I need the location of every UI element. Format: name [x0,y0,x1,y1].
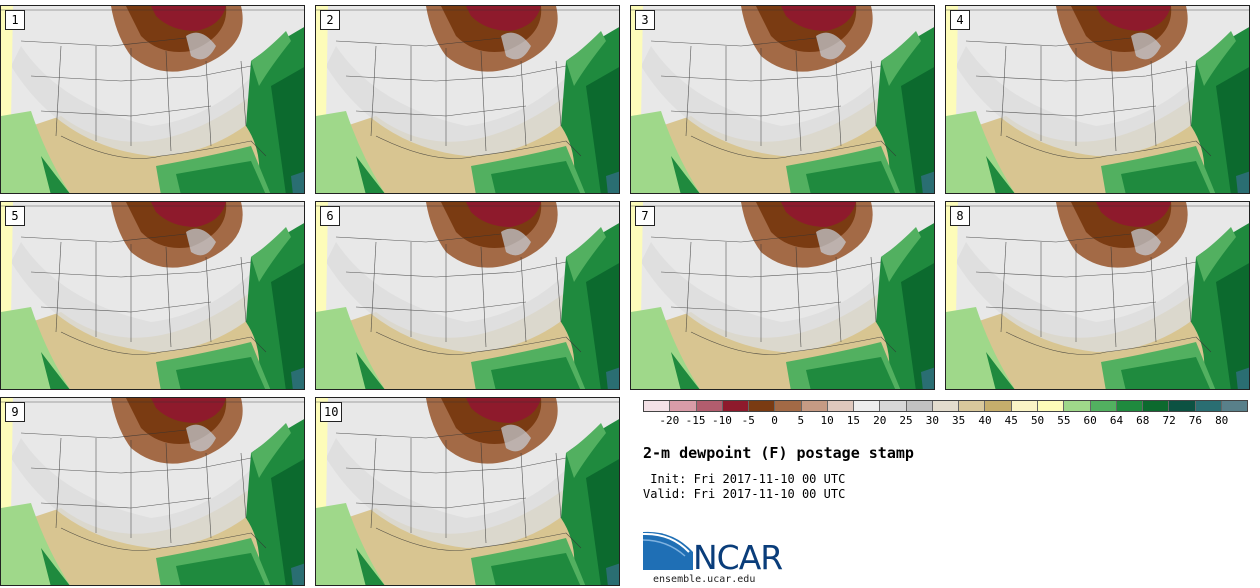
map-panel: 6 [315,201,620,390]
colorbar-swatch [985,401,1012,411]
map-panel: 10 [315,397,620,586]
colorbar-tick-label: 15 [846,414,861,427]
valid-time: Valid: Fri 2017-11-10 00 UTC [643,487,846,501]
colorbar-tick-label: 80 [1215,414,1229,427]
panel-number: 5 [5,206,25,226]
panel-number: 9 [5,402,25,422]
colorbar-tick-label: 55 [1057,414,1071,427]
colorbar-tick-label: 64 [1109,414,1124,427]
ncar-logo-icon [643,531,693,570]
colorbar-swatch [932,401,960,411]
colorbar-tick-label: 5 [797,414,805,427]
colorbar-swatch [880,401,907,411]
colorbar-tick-label: 25 [899,414,913,427]
map-panel: 8 [945,201,1250,390]
colorbar-swatch [1090,401,1117,411]
colorbar-swatch [722,401,750,411]
colorbar-swatch [959,401,986,411]
colorbar-labels: -20 -15 -10 -5 0 5 10 15 20 25 30 35 40 45 50 55 60 64 68 7… [643,414,1248,430]
colorbar-tick-label: 50 [1030,414,1045,427]
colorbar-swatch [827,401,855,411]
logo-wordmark: NCAR [693,538,783,577]
panel-number: 4 [950,10,970,30]
colorbar [643,400,1248,412]
colorbar-swatch [749,401,776,411]
map-panel: 7 [630,201,935,390]
map-panel: 2 [315,5,620,194]
colorbar-swatch [1169,401,1196,411]
colorbar-tick-label: 45 [1004,414,1018,427]
panel-number: 8 [950,206,970,226]
colorbar-tick-label: -20 [659,414,680,427]
panel-number: 1 [5,10,25,30]
colorbar-swatch [696,401,723,411]
panel-number: 7 [635,206,655,226]
colorbar-tick-label: 0 [771,414,778,427]
colorbar-swatch [670,401,697,411]
panel-number: 3 [635,10,655,30]
colorbar-tick-label: 30 [925,414,939,427]
figure-title: 2-m dewpoint (F) postage stamp [643,444,914,462]
colorbar-swatch [1143,401,1170,411]
colorbar-swatch [1116,401,1144,411]
colorbar-swatch [1037,401,1065,411]
colorbar-swatch [644,401,671,411]
colorbar-tick-label: -10 [711,414,732,427]
init-time: Init: Fri 2017-11-10 00 UTC [643,472,846,486]
colorbar-tick-label: 10 [820,414,834,427]
colorbar-swatch [1064,401,1091,411]
colorbar-swatch [1195,401,1222,411]
colorbar-tick-label: 20 [873,414,887,427]
map-panel: 1 [0,5,305,194]
colorbar-swatch [906,401,933,411]
map-panel: 3 [630,5,935,194]
colorbar-swatch [1011,401,1038,411]
logo-url[interactable]: ensemble.ucar.edu [653,574,756,585]
panel-number: 10 [320,402,343,422]
colorbar-tick-label: -15 [685,414,706,427]
colorbar-swatch [854,401,881,411]
colorbar-swatch [1221,401,1248,411]
map-panel: 9 [0,397,305,586]
colorbar-tick-label: 35 [952,414,966,427]
colorbar-tick-label: 68 [1136,414,1150,427]
map-panel: 5 [0,201,305,390]
panel-number: 6 [320,206,340,226]
colorbar-tick-label: 60 [1083,414,1097,427]
colorbar-tick-label: 40 [978,414,992,427]
colorbar-tick-label: 76 [1188,414,1203,427]
map-panel: 4 [945,5,1250,194]
colorbar-tick-label: 72 [1162,414,1176,427]
colorbar-tick-label: -5 [741,414,755,427]
colorbar-swatch [775,401,802,411]
colorbar-swatch [801,401,828,411]
panel-number: 2 [320,10,340,30]
